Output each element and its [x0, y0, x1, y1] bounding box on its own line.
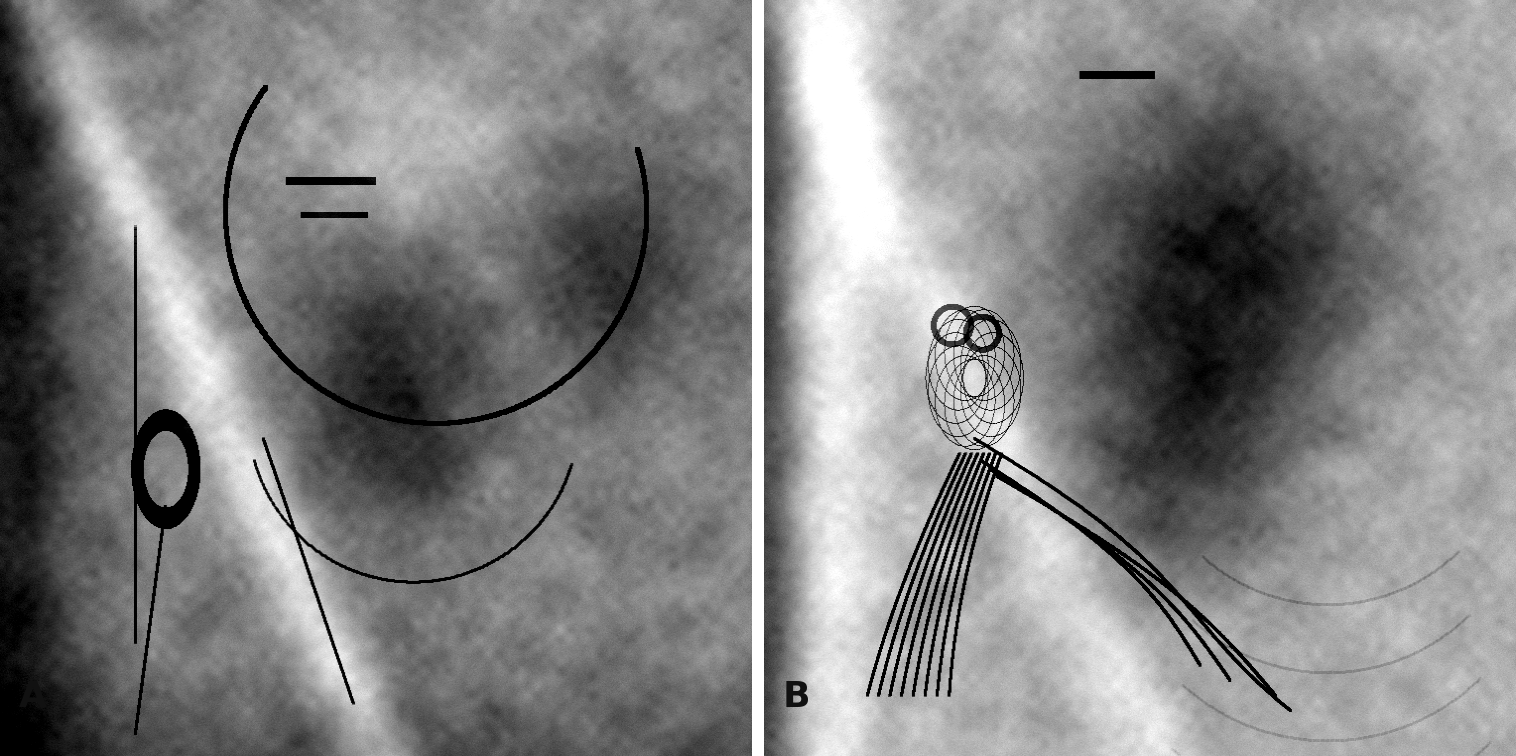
Text: B: B: [782, 680, 811, 714]
Text: A: A: [18, 680, 47, 714]
